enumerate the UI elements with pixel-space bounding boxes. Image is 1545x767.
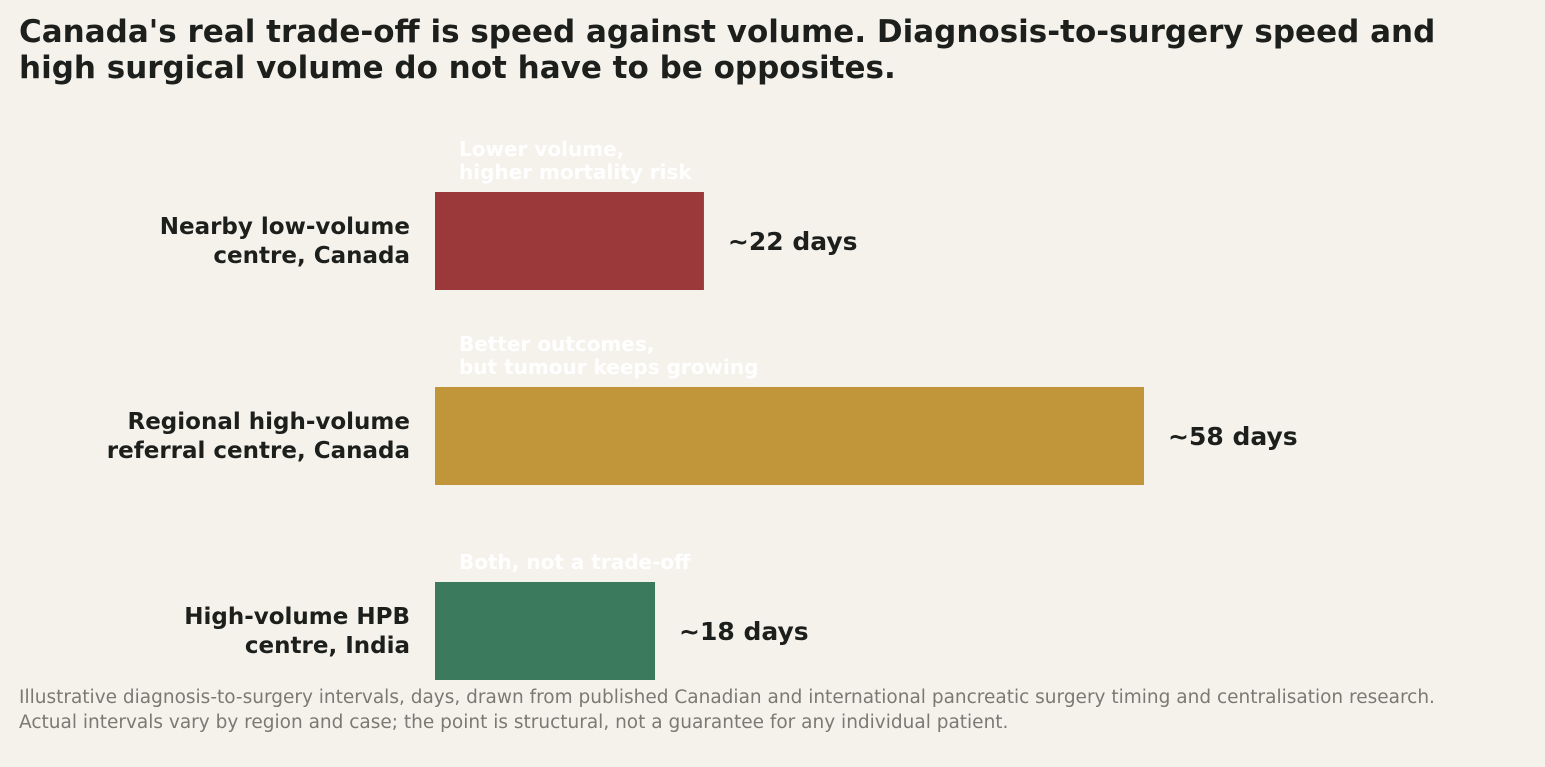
annotation-3: Both, not a trade-off — [459, 550, 691, 574]
bar-2 — [435, 387, 1144, 485]
bar-3 — [435, 582, 656, 680]
bars-layer: Nearby low-volume centre, Canada ~22 days L… — [107, 137, 1298, 680]
value-label-2: ~58 days — [1168, 422, 1298, 451]
footnote: Illustrative diagnosis-to-surgery interv… — [19, 685, 1534, 735]
value-label-3: ~18 days — [679, 617, 809, 646]
annotation-1: Lower volume, higher mortality risk — [459, 137, 692, 184]
footnote-line-1: Illustrative diagnosis-to-surgery interv… — [19, 687, 1435, 708]
annotation-2: Better outcomes, but tumour keeps growing — [459, 332, 758, 379]
footnote-line-2: Actual intervals vary by region and case… — [19, 712, 1009, 733]
bar-1 — [435, 192, 704, 290]
value-label-1: ~22 days — [728, 227, 858, 256]
category-label-2: Regional high-volume referral centre, Can… — [107, 409, 410, 464]
category-label-1: Nearby low-volume centre, Canada — [160, 214, 410, 269]
category-label-3: High-volume HPB centre, India — [184, 604, 410, 659]
chart-title: Canada's real trade-off is speed against… — [19, 14, 1436, 86]
